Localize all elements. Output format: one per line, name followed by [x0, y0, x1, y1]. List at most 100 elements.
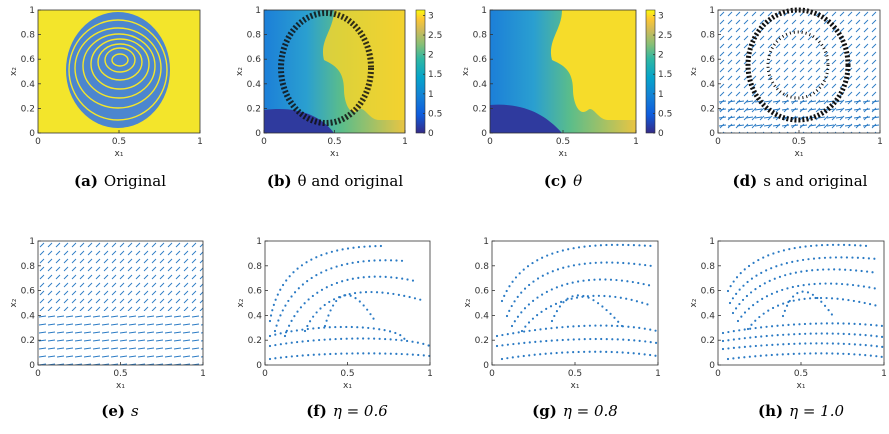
- x-tick-label: 1: [197, 137, 203, 147]
- caption-text: s: [131, 402, 139, 420]
- x-tick-label: 0: [715, 369, 721, 379]
- y-axis-label: x₂: [9, 67, 19, 76]
- x-tick-label: 1: [655, 369, 661, 379]
- caption-label: (e): [101, 402, 125, 420]
- x-axis-label: x₁: [115, 149, 124, 159]
- caption-text: θ: [573, 172, 582, 190]
- caption: (e) s: [101, 402, 139, 420]
- colorbar-tick-label: 1: [658, 90, 664, 100]
- x-tick-label: 0: [487, 137, 493, 147]
- y-tick-label: 0.2: [473, 104, 487, 114]
- y-tick-label: 1: [29, 237, 35, 247]
- colorbar: [415, 9, 426, 134]
- y-tick-label: 1: [29, 6, 35, 16]
- x-tick-label: 0: [35, 369, 41, 379]
- fingerprint-outline: [766, 30, 830, 100]
- y-tick-label: 0.6: [21, 55, 36, 65]
- caption-text: θ and original: [298, 172, 404, 190]
- x-axis-label: x₁: [795, 149, 804, 159]
- x-tick-label: 0: [489, 369, 495, 379]
- y-tick-label: 0: [29, 129, 35, 139]
- y-tick-label: 1: [255, 6, 261, 16]
- caption-text: Original: [104, 172, 166, 190]
- colorbar-tick-label: 0: [428, 129, 434, 139]
- colorbar-tick-label: 1.5: [428, 70, 442, 80]
- y-tick-label: 0.6: [247, 55, 262, 65]
- y-axis-label: x₂: [9, 298, 19, 307]
- y-axis-label: x₂: [461, 67, 471, 76]
- x-tick-label: 1: [633, 137, 639, 147]
- colorbar-tick-label: 2: [658, 51, 664, 61]
- caption-text: η = 0.8: [563, 402, 618, 420]
- dot-curves: [268, 244, 432, 361]
- panel: 0 0.5 1 0 0.2 0.4 0.6 0.8 1 x₁ x₂: [236, 237, 433, 391]
- colorbar-tick-label: 1: [428, 90, 434, 100]
- panel: 0 0.5 1 0 0.2 0.4 0.6 0.8 1 x₁ x₂: [689, 237, 887, 391]
- x-tick-label: 0: [35, 137, 41, 147]
- x-tick-label: 0.5: [568, 369, 582, 379]
- y-tick-label: 0.2: [247, 104, 261, 114]
- caption-label: (g): [532, 402, 557, 420]
- colorbar-tick-label: 1.5: [658, 70, 672, 80]
- region: [550, 10, 636, 120]
- caption: (h) η = 1.0: [758, 402, 845, 420]
- y-tick-label: 1: [709, 6, 715, 16]
- caption: (a) Original: [74, 172, 166, 190]
- vector-field: [38, 311, 203, 365]
- panel: 0 0.5 1 0 0.2 0.4 0.6 0.8 1 x₁ x₂: [463, 237, 661, 391]
- dot-curves: [721, 243, 885, 361]
- y-tick-label: 0.6: [248, 287, 263, 297]
- colorbar-tick-label: 0.5: [428, 109, 442, 119]
- panel: 0 0.5 1 0 0.2 0.4 0.6 0.8 1 x₁ x₂: [9, 237, 206, 391]
- caption-label: (c): [544, 172, 567, 190]
- panel: 0 0.5 1 0 0.2 0.4 0.6 0.8 1 x₁ x₂: [9, 6, 203, 159]
- fingerprint: [66, 12, 170, 128]
- x-tick-label: 0: [715, 137, 721, 147]
- x-tick-label: 0: [262, 369, 268, 379]
- y-tick-label: 0.8: [701, 262, 716, 272]
- y-tick-label: 0.4: [701, 80, 716, 90]
- x-tick-label: 0.5: [556, 137, 570, 147]
- y-axis-label: x₂: [689, 67, 699, 76]
- y-tick-label: 0.6: [473, 55, 488, 65]
- panel: 0 0.5 1 0 0.2 0.4 0.6 0.8 1 x₁ x₂ 0 0.5 1 1.5 2 2.5 3: [461, 6, 672, 159]
- y-tick-label: 0.4: [473, 80, 488, 90]
- x-tick-label: 0.5: [792, 137, 806, 147]
- vector-field: [718, 100, 880, 133]
- panel: 0 0.5 1 0 0.2 0.4 0.6 0.8 1 x₁ x₂: [689, 6, 883, 159]
- y-axis-label: x₂: [689, 298, 699, 307]
- y-tick-label: 0.8: [473, 31, 488, 41]
- y-tick-label: 0.8: [701, 31, 716, 41]
- y-axis-label: x₂: [463, 298, 473, 307]
- y-tick-label: 0: [29, 361, 35, 371]
- axes-frame: [717, 240, 885, 366]
- x-tick-label: 0: [261, 137, 267, 147]
- y-tick-label: 0.2: [248, 336, 262, 346]
- y-tick-label: 0: [709, 361, 715, 371]
- caption-text: η = 1.0: [789, 402, 844, 420]
- x-axis-label: x₁: [330, 149, 339, 159]
- x-axis-label: x₁: [116, 381, 125, 391]
- y-tick-label: 1: [481, 6, 487, 16]
- panel: 0 0.5 1 0 0.2 0.4 0.6 0.8 1 x₁ x₂ 0 0.5 1 1.5 2 2.5 3: [235, 6, 442, 159]
- x-tick-label: 0.5: [113, 369, 127, 379]
- y-tick-label: 0.6: [701, 55, 716, 65]
- region: [322, 10, 405, 120]
- y-tick-label: 0: [481, 129, 487, 139]
- colorbar-tick-label: 2.5: [428, 31, 442, 41]
- y-tick-label: 1: [709, 237, 715, 247]
- x-tick-label: 0.5: [327, 137, 341, 147]
- x-tick-label: 1: [200, 369, 206, 379]
- colorbar-tick-label: 2.5: [658, 31, 672, 41]
- dot-curves: [495, 243, 659, 361]
- colorbar-tick-label: 3: [428, 11, 434, 21]
- colorbar-tick-label: 2: [428, 51, 434, 61]
- y-tick-label: 1: [483, 237, 489, 247]
- fingerprint-outline: [745, 7, 851, 123]
- x-tick-label: 1: [877, 137, 883, 147]
- caption: (f) η = 0.6: [306, 402, 388, 420]
- caption: (g) η = 0.8: [532, 402, 618, 420]
- x-axis-label: x₁: [343, 381, 352, 391]
